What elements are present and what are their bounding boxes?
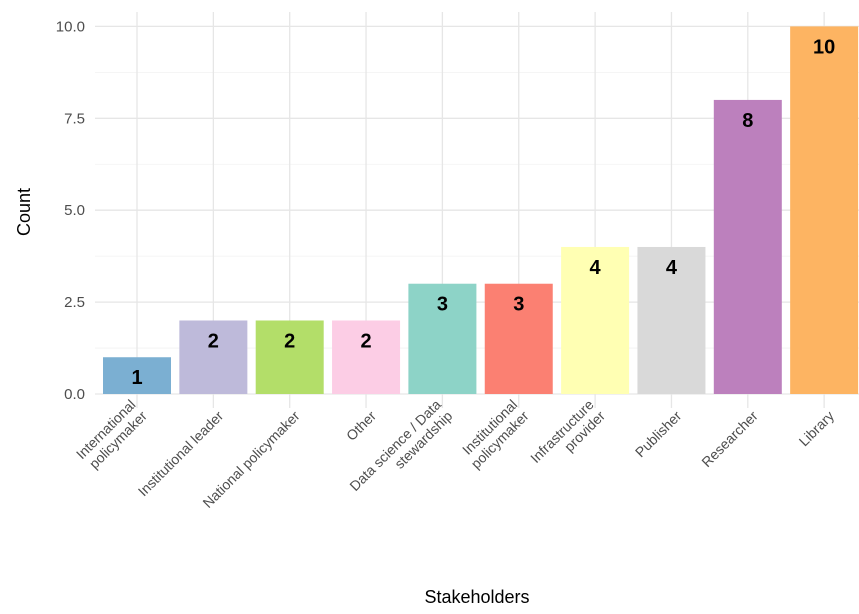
x-tick-label: Other [343, 407, 379, 443]
bar [561, 246, 630, 394]
bar [790, 26, 859, 395]
bar [637, 246, 706, 394]
x-axis-title: Stakeholders [424, 587, 529, 607]
bar-value-label: 2 [208, 330, 219, 352]
bar [484, 283, 553, 394]
y-axis-title: Count [14, 188, 34, 236]
x-tick-label-line: Library [796, 408, 838, 450]
x-tick-label-line: Data science / Data [346, 396, 444, 494]
y-axis-ticks: 0.0 2.5 5.0 7.5 10.0 [56, 18, 85, 403]
bar-value-label: 10 [813, 36, 835, 58]
x-tick-label: Publisher [632, 407, 685, 460]
bar-value-label: 4 [666, 257, 678, 279]
bar [179, 320, 248, 394]
x-tick-label-line: Publisher [632, 407, 685, 460]
y-tick-label: 7.5 [64, 110, 85, 127]
bar-value-label: 3 [513, 294, 524, 316]
bar [332, 320, 401, 394]
y-tick-label: 0.0 [64, 386, 85, 403]
bar [103, 357, 171, 394]
bar-value-label: 2 [284, 330, 295, 352]
y-tick-label: 2.5 [64, 294, 85, 311]
bar-value-label: 8 [742, 110, 753, 132]
x-tick-label: Researcher [698, 407, 761, 470]
bar [255, 320, 324, 394]
x-tick-label-line: Other [343, 407, 379, 443]
bars-layer: 1 2 2 2 3 3 4 4 8 10 [103, 26, 859, 395]
y-tick-label: 10.0 [56, 18, 85, 35]
bar [713, 99, 782, 395]
x-tick-label-line: Researcher [698, 407, 761, 470]
y-tick-label: 5.0 [64, 202, 85, 219]
bar-value-label: 1 [131, 367, 142, 389]
bar-value-label: 2 [360, 330, 371, 352]
bar-value-label: 4 [590, 257, 602, 279]
bar [408, 283, 477, 394]
x-tick-label: Library [796, 408, 838, 450]
bar-value-label: 3 [437, 294, 448, 316]
